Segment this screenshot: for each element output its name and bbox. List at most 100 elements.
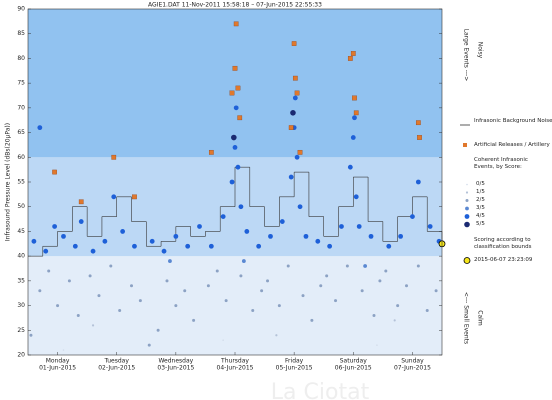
event-point — [372, 313, 376, 317]
event-point — [192, 318, 196, 322]
event-point — [235, 164, 241, 170]
event-point — [232, 145, 238, 150]
y-tick-label: 35 — [17, 277, 25, 284]
event-point — [120, 229, 126, 234]
x-tick-label: Saturday — [340, 358, 367, 365]
legend-swatch — [465, 191, 469, 194]
event-point — [90, 248, 96, 254]
event-point — [415, 179, 421, 185]
event-point — [386, 243, 392, 249]
event-point — [43, 248, 49, 254]
event-point — [434, 289, 438, 293]
y-tick-label: 65 — [17, 129, 25, 136]
annotation: Noisy — [477, 42, 484, 59]
event-point — [256, 243, 262, 249]
event-point — [239, 274, 243, 278]
event-point — [268, 233, 273, 239]
artillery-point — [415, 120, 421, 126]
artillery-point — [291, 41, 297, 46]
event-point — [416, 264, 420, 268]
y-tick-label: 60 — [17, 154, 25, 161]
legend-note: Scoring according to classification boun… — [474, 237, 532, 250]
y-tick-label: 80 — [17, 55, 25, 62]
event-point — [347, 164, 353, 170]
legend-label: 3/5 — [476, 205, 485, 211]
x-tick-label: Thursday — [220, 358, 249, 365]
chart-title: AGIE1.DAT 11-Nov-2011 15:58:18 – 07-Jun-… — [148, 2, 322, 9]
event-point — [410, 214, 415, 220]
event-point — [118, 309, 122, 313]
event-point — [251, 309, 255, 313]
x-tick-date: 03-Jun-2015 — [157, 365, 194, 372]
y-tick-label: 20 — [17, 352, 25, 359]
event-point — [168, 259, 172, 263]
event-point — [286, 264, 290, 268]
legend-swatch — [463, 143, 467, 147]
event-point — [378, 279, 382, 283]
event-point — [275, 334, 278, 337]
legend-swatch — [465, 199, 469, 202]
event-point — [294, 154, 300, 160]
event-point — [334, 299, 338, 303]
artillery-point — [52, 169, 57, 175]
event-point — [56, 304, 60, 308]
x-tick-label: Sunday — [401, 358, 424, 365]
y-tick-label: 85 — [17, 30, 25, 37]
event-point — [174, 304, 178, 308]
y-tick-label: 50 — [17, 203, 25, 210]
event-point — [319, 284, 323, 288]
event-point — [352, 115, 357, 121]
event-point — [67, 279, 71, 283]
y-tick-label: 70 — [17, 104, 25, 111]
artillery-point — [294, 90, 300, 96]
x-tick-date: 02-Jun-2015 — [98, 365, 135, 372]
annotation: Large Events ---> — [463, 29, 470, 82]
event-point — [310, 318, 314, 322]
event-point — [76, 313, 80, 317]
event-point — [384, 269, 388, 273]
event-point — [88, 274, 92, 278]
event-point — [62, 349, 65, 351]
event-point — [61, 233, 66, 239]
event-point — [72, 243, 78, 249]
x-tick-label: Tuesday — [104, 358, 130, 365]
event-point — [222, 339, 224, 341]
event-point — [292, 95, 298, 101]
y-tick-label: 75 — [17, 80, 25, 87]
event-point — [396, 304, 400, 308]
legend-swatch — [466, 183, 468, 186]
artillery-point — [347, 56, 353, 61]
x-tick-label: Wednesday — [158, 358, 193, 365]
watermark: La Ciotat — [271, 380, 370, 400]
event-point — [173, 233, 179, 239]
x-tick-label: Friday — [285, 358, 304, 365]
artillery-point — [233, 21, 239, 27]
legend-latest — [463, 257, 471, 264]
event-point — [29, 333, 33, 337]
event-point — [260, 289, 264, 293]
artillery-point — [350, 51, 356, 56]
event-point — [427, 224, 433, 229]
x-tick-date: 07-Jun-2015 — [394, 365, 431, 372]
artillery-point — [292, 75, 298, 81]
artillery-point — [111, 154, 117, 160]
event-point — [303, 233, 309, 239]
legend-swatch — [464, 221, 470, 228]
event-point — [102, 238, 108, 244]
event-point — [185, 243, 191, 249]
artillery-point — [353, 110, 359, 116]
event-point — [38, 289, 42, 293]
event-point — [376, 344, 378, 346]
legend-swatch — [464, 214, 470, 219]
artillery-point — [78, 199, 84, 205]
event-point — [215, 269, 219, 273]
legend-label: 5/5 — [476, 221, 485, 227]
event-point — [165, 279, 169, 283]
artillery-point — [352, 95, 357, 101]
event-point — [130, 284, 133, 288]
legend-label: Infrasonic Background Noise — [474, 118, 552, 124]
event-point — [206, 284, 210, 288]
event-point — [147, 343, 151, 347]
event-point — [183, 289, 187, 293]
